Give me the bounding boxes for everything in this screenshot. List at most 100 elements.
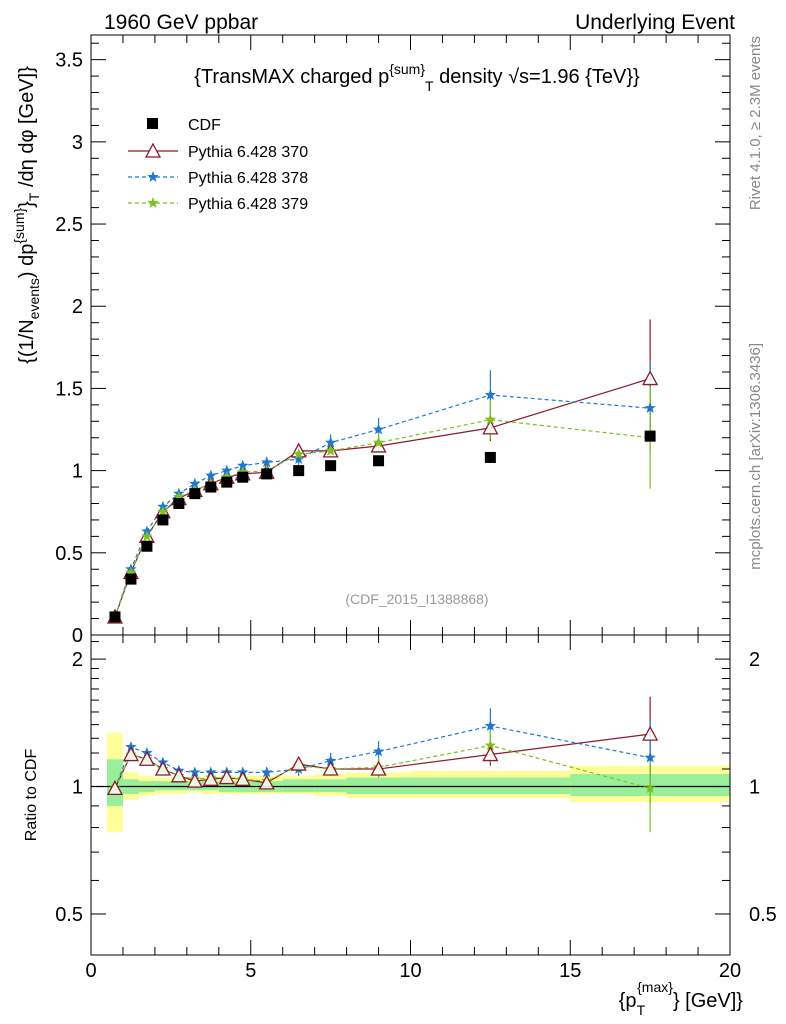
ratio-y-tick-label-right: 2 — [749, 649, 760, 671]
x-tick-label: 15 — [559, 960, 581, 982]
legend: CDF Pythia 6.428 370 Pythia 6.428 378 Py… — [128, 117, 308, 213]
main-data-point — [484, 451, 496, 463]
main-data-point — [173, 497, 185, 509]
main-title-sub: T — [425, 78, 434, 94]
main-data-point — [484, 389, 497, 400]
ratio-data-point — [372, 745, 385, 757]
main-axis-ticks: 0 0.5 1 1.5 2 2.5 3 3.5 — [55, 35, 731, 647]
x-axis-label-sub: T — [637, 1002, 646, 1018]
main-data-point — [189, 477, 201, 489]
legend-label-cdf: CDF — [188, 117, 221, 134]
ratio-data-point — [218, 769, 235, 785]
main-data-point — [125, 573, 137, 585]
ratio-y-tick-label-left: 0.5 — [55, 904, 83, 926]
main-series-group — [106, 319, 659, 624]
analysis-watermark: (CDF_2015_I1388868) — [345, 591, 488, 607]
main-data-point — [325, 460, 337, 472]
main-data-point — [221, 476, 233, 488]
main-data-point — [237, 471, 249, 483]
header-left: 1960 GeV ppbar — [104, 11, 258, 34]
ratio-series-group — [106, 696, 659, 833]
ratio-data-point — [642, 725, 659, 741]
main-data-point — [237, 466, 249, 478]
main-data-point — [370, 437, 387, 453]
main-panel: 00.511.522.533.5 {TransMAX charged p{sum… — [11, 34, 731, 647]
main-data-point — [292, 453, 305, 464]
main-data-point — [141, 530, 153, 542]
main-data-point — [221, 464, 233, 476]
main-title-sup: {sum} — [389, 61, 425, 77]
main-ylabel-sub2: T — [26, 192, 42, 201]
ratio-series-line — [114, 725, 651, 789]
main-ylabel-sup: {sum} — [11, 208, 27, 244]
main-data-point — [372, 436, 385, 448]
mcplots-label: mcplots.cern.ch [arXiv:1306.3436] — [747, 343, 764, 570]
main-data-point — [373, 455, 385, 467]
ratio-data-point — [370, 760, 387, 776]
header-right: Underlying Event — [575, 11, 735, 34]
main-ylabel: {(1/Nevents) dp{sum}}T /dη dφ [GeV]} — [11, 66, 42, 364]
main-data-point — [644, 402, 656, 413]
ratio-band-green — [346, 777, 411, 795]
main-ylabel-sub1: events — [26, 278, 42, 319]
main-data-point — [237, 459, 249, 471]
legend-star-shape-379 — [147, 197, 159, 208]
ratio-data-point — [138, 750, 156, 766]
main-y-tick-label: 1 — [72, 461, 83, 483]
legend-marker-378 — [147, 171, 159, 182]
legend-star-shape-378 — [147, 171, 159, 182]
legend-label-379: Pythia 6.428 379 — [188, 196, 308, 213]
legend-marker-379 — [147, 197, 159, 208]
main-data-point — [261, 468, 273, 480]
main-y-tick-label: 3 — [72, 132, 83, 154]
ratio-y-tick-label-right: 0.5 — [749, 904, 777, 926]
ratio-data-point — [290, 755, 307, 771]
main-data-point — [261, 456, 273, 468]
main-title: {TransMAX charged p{sum}T density √s=1.9… — [194, 61, 640, 94]
main-data-point — [482, 419, 499, 435]
ratio-data-point — [484, 739, 497, 751]
main-data-point — [205, 469, 217, 481]
main-data-point — [205, 481, 217, 493]
main-data-point — [324, 444, 337, 456]
main-data-point — [109, 611, 121, 623]
main-y-tick-label: 0 — [72, 625, 83, 647]
legend-label-378: Pythia 6.428 378 — [188, 170, 308, 187]
main-data-point — [293, 465, 305, 477]
ratio-data-point — [202, 770, 219, 786]
main-data-point — [141, 540, 153, 552]
main-y-tick-label: 2.5 — [55, 214, 83, 236]
ratio-data-point — [154, 760, 171, 776]
main-y-tick-label: 2 — [72, 296, 83, 318]
x-tick-label: 0 — [85, 960, 96, 982]
x-tick-label: 10 — [399, 960, 421, 982]
main-title-part-c: s=1.96 {TeV}} — [519, 66, 640, 88]
ratio-data-point — [644, 782, 656, 794]
main-title-part-b: density — [434, 66, 508, 88]
ratio-data-point — [484, 719, 497, 731]
x-axis-label: {pT {max}} [GeV]} — [619, 979, 744, 1018]
legend-marker-cdf — [147, 118, 158, 129]
x-axis-label-part-a: {p — [619, 990, 637, 1012]
ratio-band-green — [410, 777, 571, 795]
main-data-point — [221, 471, 233, 483]
main-ylabel-part-b: ) dp — [16, 244, 38, 278]
ratio-data-point — [122, 746, 140, 762]
ratio-panel: 0.5 0.51 12 20 5 10 15 20 Ratio to CDF {pT{max}… — [23, 634, 777, 1018]
main-y-tick-label: 0.5 — [55, 543, 83, 565]
main-data-point — [484, 413, 497, 425]
main-data-point — [644, 430, 656, 442]
ratio-data-point — [234, 770, 251, 786]
ratio-axis-ticks: 0.5 0.51 12 20 5 10 15 20 — [55, 635, 777, 982]
main-data-point — [157, 514, 169, 526]
ratio-data-point — [189, 766, 201, 778]
ratio-data-point — [170, 767, 187, 783]
main-y-tick-label: 1.5 — [55, 378, 83, 400]
main-ylabel-part-a: {(1/N — [16, 319, 38, 363]
rivet-label: Rivet 4.1.0, ≥ 2.3M events — [747, 36, 764, 210]
main-title-part-a: {TransMAX charged p — [194, 66, 389, 88]
main-ylabel-part-c: } — [16, 201, 38, 208]
ratio-ylabel: Ratio to CDF — [23, 749, 40, 842]
main-ylabel-part-d: /dη dφ [GeV]} — [16, 66, 38, 193]
